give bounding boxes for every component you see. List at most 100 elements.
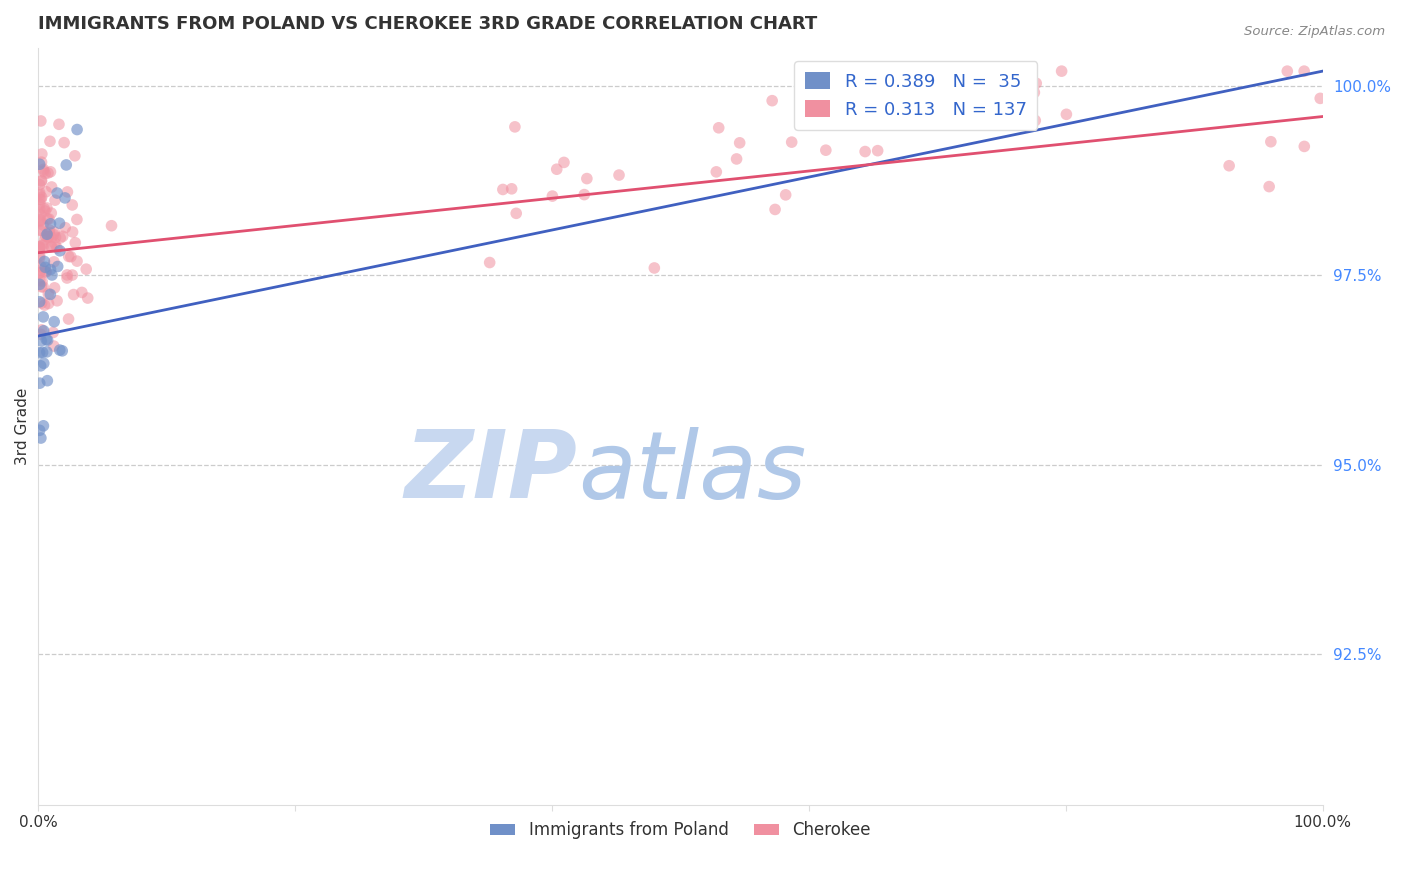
Point: [56, 185, 79, 199]
Point: [66, 122, 89, 136]
Point: [41, 268, 63, 282]
Point: [32, 238, 55, 252]
Point: [1024, 113, 1046, 128]
Point: [37, 166, 59, 180]
Point: [763, 202, 786, 217]
Point: [55, 158, 77, 172]
Point: [28, 187, 51, 202]
Point: [48, 216, 70, 230]
Point: [553, 155, 575, 169]
Point: [62, 225, 84, 239]
Point: [66, 212, 89, 227]
Point: [39, 287, 62, 301]
Text: ZIP: ZIP: [405, 426, 578, 518]
Point: [34, 260, 56, 275]
Point: [35, 265, 58, 279]
Point: [39, 240, 62, 254]
Point: [46, 260, 69, 274]
Point: [725, 152, 748, 166]
Point: [34, 204, 56, 219]
Point: [32, 356, 55, 370]
Point: [37, 211, 59, 226]
Point: [37, 333, 59, 347]
Point: [30, 431, 52, 445]
Point: [541, 189, 564, 203]
Point: [58, 312, 80, 326]
Point: [607, 168, 630, 182]
Point: [45, 241, 67, 255]
Point: [65, 235, 87, 250]
Point: [35, 201, 58, 215]
Point: [38, 226, 60, 240]
Point: [44, 281, 66, 295]
Point: [75, 262, 97, 277]
Point: [32, 202, 55, 216]
Point: [728, 136, 751, 150]
Point: [28, 273, 51, 287]
Point: [28, 241, 51, 255]
Point: [1050, 64, 1073, 78]
Point: [37, 230, 59, 244]
Point: [31, 274, 53, 288]
Point: [775, 187, 797, 202]
Point: [53, 220, 76, 235]
Point: [44, 230, 66, 244]
Point: [30, 223, 52, 237]
Point: [853, 145, 876, 159]
Point: [574, 187, 596, 202]
Point: [28, 223, 51, 237]
Point: [35, 344, 58, 359]
Point: [28, 266, 51, 280]
Point: [66, 254, 89, 268]
Point: [37, 374, 59, 388]
Point: [866, 144, 889, 158]
Point: [60, 198, 83, 212]
Point: [60, 268, 83, 282]
Point: [34, 298, 56, 312]
Point: [28, 178, 51, 192]
Legend: Immigrants from Poland, Cherokee: Immigrants from Poland, Cherokee: [484, 814, 877, 846]
Point: [37, 286, 59, 301]
Point: [1260, 135, 1282, 149]
Point: [30, 174, 52, 188]
Point: [28, 294, 51, 309]
Point: [31, 238, 53, 252]
Point: [1258, 179, 1281, 194]
Point: [1294, 139, 1316, 153]
Point: [38, 296, 60, 310]
Point: [39, 134, 62, 148]
Point: [30, 114, 52, 128]
Point: [44, 315, 66, 329]
Point: [56, 268, 79, 282]
Point: [53, 136, 76, 150]
Point: [997, 113, 1019, 128]
Point: [761, 94, 783, 108]
Point: [28, 277, 51, 292]
Point: [48, 117, 70, 131]
Point: [44, 236, 66, 251]
Point: [814, 143, 837, 157]
Point: [32, 218, 55, 232]
Point: [35, 185, 58, 199]
Point: [42, 326, 65, 340]
Point: [28, 251, 51, 265]
Point: [28, 186, 51, 200]
Point: [39, 206, 62, 220]
Point: [28, 192, 51, 206]
Point: [41, 230, 63, 244]
Point: [1025, 76, 1047, 90]
Point: [546, 162, 568, 177]
Point: [31, 147, 53, 161]
Point: [35, 333, 58, 347]
Point: [70, 285, 93, 300]
Point: [46, 293, 69, 308]
Point: [31, 345, 53, 359]
Point: [39, 165, 62, 179]
Point: [32, 162, 55, 177]
Point: [28, 376, 51, 391]
Point: [707, 120, 730, 135]
Point: [1054, 107, 1077, 121]
Point: [34, 254, 56, 268]
Text: atlas: atlas: [578, 426, 806, 517]
Point: [31, 190, 53, 204]
